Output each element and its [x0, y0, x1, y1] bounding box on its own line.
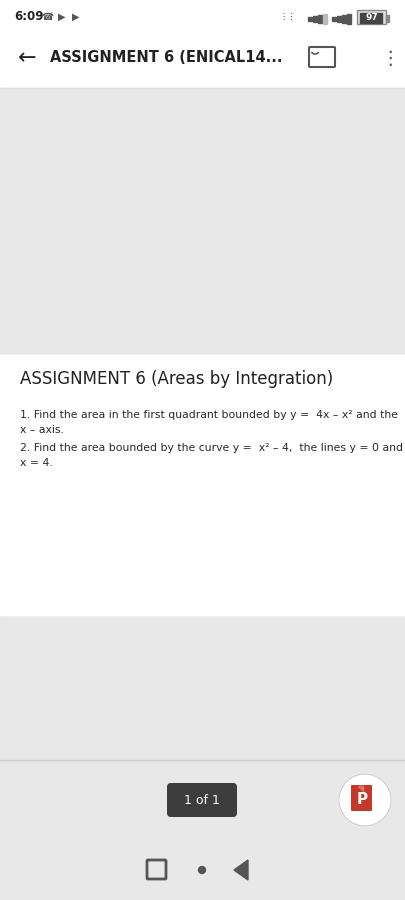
Circle shape — [339, 774, 391, 826]
Bar — [0, 0, 405, 88]
Bar — [308, 17, 311, 21]
Polygon shape — [234, 860, 248, 880]
Text: 2. Find the area bounded by the curve y =  x² – 4,  the lines y = 0 and: 2. Find the area bounded by the curve y … — [20, 443, 403, 453]
Bar — [318, 15, 322, 23]
Bar — [360, 13, 382, 22]
Bar — [332, 17, 335, 21]
Polygon shape — [358, 786, 363, 791]
Text: ASSIGNMENT 6 (Areas by Integration): ASSIGNMENT 6 (Areas by Integration) — [20, 370, 333, 388]
Bar — [347, 14, 350, 24]
Bar — [0, 88, 405, 760]
Text: 6:09: 6:09 — [14, 11, 43, 23]
Text: ⋮⋮: ⋮⋮ — [279, 13, 296, 22]
Text: 1 of 1: 1 of 1 — [184, 794, 220, 806]
Text: x = 4.: x = 4. — [20, 458, 53, 468]
FancyBboxPatch shape — [167, 783, 237, 817]
Text: ▶: ▶ — [72, 12, 80, 22]
Bar — [0, 760, 405, 900]
Circle shape — [198, 867, 205, 874]
Bar — [337, 16, 341, 22]
Bar — [0, 355, 405, 615]
Bar — [386, 15, 389, 22]
Text: ☎̸: ☎̸ — [41, 12, 53, 22]
Text: ←: ← — [18, 48, 36, 68]
Text: 1. Find the area in the first quadrant bounded by y =  4x – x² and the: 1. Find the area in the first quadrant b… — [20, 410, 398, 420]
Text: P: P — [356, 791, 368, 806]
Text: 97: 97 — [366, 13, 378, 22]
Bar — [323, 14, 326, 24]
FancyBboxPatch shape — [351, 785, 372, 811]
Text: ▶: ▶ — [58, 12, 66, 22]
Text: ⋮: ⋮ — [380, 49, 400, 68]
Bar — [313, 16, 316, 22]
Bar — [342, 15, 345, 23]
FancyBboxPatch shape — [358, 11, 386, 24]
Text: x – axis.: x – axis. — [20, 425, 64, 435]
Text: ASSIGNMENT 6 (ENICAL14...: ASSIGNMENT 6 (ENICAL14... — [50, 50, 283, 66]
